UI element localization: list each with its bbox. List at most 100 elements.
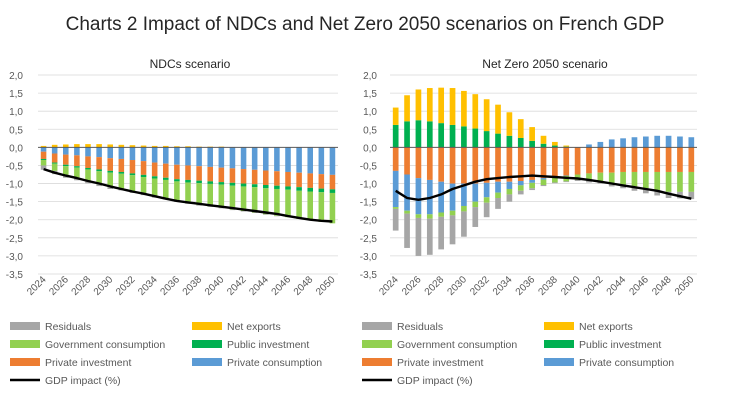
bar-net-exports	[552, 141, 558, 146]
bar-public-investment	[163, 177, 169, 180]
bar-government-consumption	[129, 175, 136, 192]
y-tick-label: -0,5	[360, 161, 378, 172]
x-tick-label: 2048	[292, 274, 316, 298]
bar-private-investment	[229, 168, 236, 183]
bar-public-investment	[40, 158, 47, 161]
bar-private-consumption	[586, 144, 592, 148]
bar-government-consumption	[207, 183, 213, 207]
bar-government-consumption	[608, 172, 615, 184]
y-tick-label: 0,0	[363, 143, 377, 154]
legend-swatch-private-consumption	[192, 358, 222, 366]
bar-government-consumption	[329, 192, 336, 224]
bar-public-investment	[218, 182, 225, 185]
bar-public-investment	[329, 189, 336, 193]
bar-private-consumption	[274, 147, 280, 172]
bar-residuals	[251, 212, 258, 213]
bar-private-investment	[207, 166, 213, 182]
bar-public-investment	[251, 184, 258, 188]
y-tick-label: -2,5	[360, 234, 378, 245]
bar-public-investment	[74, 166, 80, 168]
legend-label: Net exports	[579, 321, 633, 333]
bar-private-consumption	[163, 147, 169, 164]
y-tick-label: -3,5	[360, 270, 378, 281]
bar-private-consumption	[620, 138, 626, 148]
bar-public-investment	[129, 173, 136, 176]
x-tick-label: 2036	[514, 274, 538, 298]
bar-private-investment	[461, 147, 467, 184]
bar-private-investment	[318, 174, 325, 189]
bar-government-consumption	[631, 171, 638, 187]
bar-private-investment	[392, 147, 399, 171]
bar-government-consumption	[240, 186, 247, 212]
legend-swatch-net-exports	[192, 322, 222, 330]
bar-private-consumption	[40, 147, 47, 152]
bar-private-consumption	[517, 181, 524, 186]
legend-label: Private investment	[397, 357, 483, 369]
bar-public-investment	[392, 124, 399, 148]
bar-government-consumption	[574, 174, 581, 180]
bar-public-investment	[196, 180, 202, 184]
bar-private-investment	[118, 158, 125, 172]
bar-government-consumption	[218, 184, 225, 208]
bar-residuals	[688, 191, 695, 200]
bar-private-investment	[449, 147, 456, 184]
bar-private-consumption	[118, 147, 125, 159]
bar-private-investment	[506, 147, 513, 182]
bar-government-consumption	[296, 190, 302, 220]
x-tick-label: 2032	[468, 274, 492, 298]
bar-private-consumption	[196, 147, 202, 167]
gdp-impact-line	[395, 174, 692, 202]
bar-government-consumption	[472, 201, 479, 208]
bar-private-consumption	[415, 178, 422, 215]
bar-net-exports	[118, 144, 125, 148]
bar-residuals	[438, 216, 445, 250]
bar-net-exports	[51, 144, 58, 148]
bar-private-investment	[574, 147, 581, 175]
y-tick-label: 1,5	[9, 89, 23, 100]
bar-residuals	[449, 215, 456, 245]
y-tick-label: -0,5	[6, 161, 24, 172]
bar-private-consumption	[140, 147, 147, 162]
bar-private-investment	[263, 170, 269, 185]
bar-government-consumption	[151, 178, 158, 197]
y-tick-label: 1,0	[363, 107, 377, 118]
bar-government-consumption	[251, 187, 258, 213]
bar-public-investment	[63, 164, 69, 167]
bar-public-investment	[307, 187, 313, 192]
bar-public-investment	[151, 176, 158, 179]
legend-label: Private investment	[45, 357, 131, 369]
bar-private-investment	[654, 147, 661, 172]
y-tick-label: -1,0	[6, 180, 24, 191]
bar-government-consumption	[540, 179, 547, 185]
bar-net-exports	[461, 90, 467, 127]
bar-residuals	[392, 208, 399, 231]
bar-public-investment	[296, 187, 302, 191]
bar-government-consumption	[40, 160, 47, 166]
bar-private-investment	[240, 169, 247, 184]
bar-net-exports	[517, 119, 524, 138]
bar-private-investment	[140, 161, 147, 175]
bar-private-investment	[107, 158, 113, 171]
bar-net-exports	[85, 144, 91, 148]
bar-net-exports	[74, 144, 80, 148]
bar-private-investment	[329, 174, 336, 190]
x-tick-label: 2024	[25, 274, 49, 298]
bar-net-exports	[472, 94, 479, 129]
legend-swatch-government-consumption	[362, 340, 392, 348]
chart-title-2: Net Zero 2050 scenario	[482, 57, 608, 71]
bar-government-consumption	[642, 171, 649, 189]
x-tick-label: 2044	[605, 274, 629, 298]
bar-public-investment	[174, 179, 180, 182]
bar-net-exports	[540, 135, 547, 144]
bar-net-exports	[449, 88, 456, 125]
legend-label: Private consumption	[227, 357, 322, 369]
bar-residuals	[495, 198, 501, 209]
bar-residuals	[483, 202, 490, 218]
bar-private-consumption	[329, 147, 336, 175]
bar-private-investment	[274, 171, 280, 186]
bar-private-consumption	[472, 183, 479, 202]
y-tick-label: -1,5	[360, 198, 378, 209]
bar-private-consumption	[207, 147, 213, 167]
bar-private-investment	[677, 147, 683, 172]
